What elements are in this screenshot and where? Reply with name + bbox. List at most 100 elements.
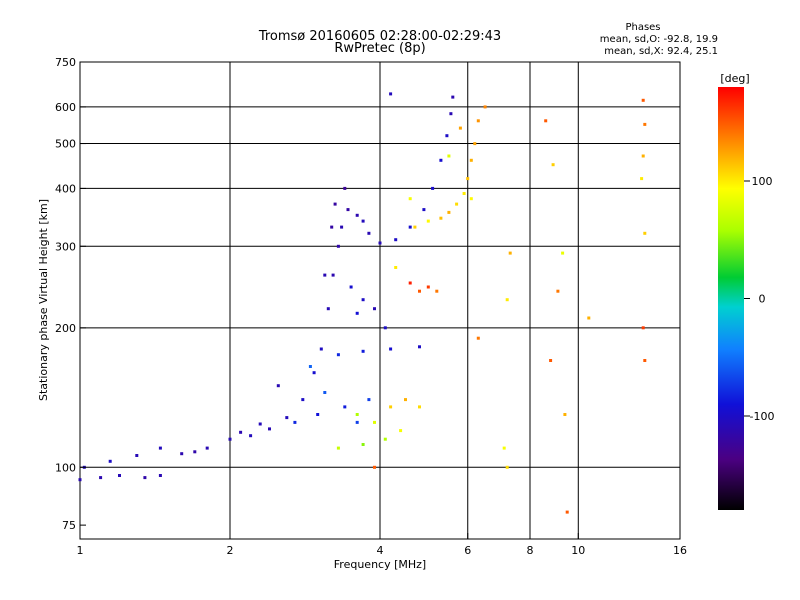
- data-point: [336, 244, 340, 248]
- data-point: [641, 326, 645, 330]
- colorbar-tick-label: 100: [752, 175, 773, 188]
- data-point: [343, 405, 347, 409]
- data-points: [78, 92, 647, 514]
- data-point: [435, 289, 439, 293]
- data-point: [331, 273, 335, 277]
- x-axis: 1 2 4 6 8 10 16: [77, 533, 687, 557]
- data-point: [285, 416, 289, 420]
- y-tick-label: 300: [55, 240, 76, 253]
- data-point: [418, 405, 421, 409]
- data-point: [587, 316, 591, 320]
- colorbar-tick-label: 0: [759, 293, 766, 306]
- data-point: [355, 213, 359, 217]
- data-point: [447, 154, 451, 158]
- data-point: [383, 326, 387, 330]
- data-point: [308, 365, 312, 368]
- data-point: [399, 429, 403, 433]
- x-tick-label: 10: [571, 544, 585, 557]
- data-point: [239, 430, 243, 434]
- data-point: [473, 142, 477, 146]
- colorbar-ticks: 100 0 -100: [744, 175, 774, 423]
- data-point: [641, 154, 645, 158]
- data-point: [228, 437, 232, 441]
- x-tick-label: 1: [77, 544, 84, 557]
- data-point: [641, 98, 645, 102]
- data-point: [455, 202, 459, 206]
- data-point: [565, 510, 569, 514]
- data-point: [408, 225, 412, 229]
- data-point: [336, 446, 340, 450]
- colorbar-tick-label: -100: [750, 410, 775, 423]
- data-point: [408, 281, 412, 285]
- data-point: [418, 289, 421, 293]
- data-point: [439, 216, 443, 220]
- data-point: [301, 398, 305, 402]
- data-point: [78, 478, 82, 482]
- x-tick-label: 16: [673, 544, 687, 557]
- grid-lines: [80, 62, 680, 539]
- data-point: [469, 197, 473, 201]
- data-point: [355, 413, 359, 416]
- data-point: [349, 285, 353, 289]
- data-point: [394, 266, 398, 269]
- data-point: [99, 476, 103, 480]
- data-point: [643, 359, 647, 362]
- y-tick-label: 200: [55, 322, 76, 335]
- y-tick-label: 500: [55, 138, 76, 151]
- data-point: [343, 186, 347, 190]
- data-point: [373, 420, 376, 424]
- data-point: [193, 450, 197, 454]
- y-tick-label: 75: [62, 519, 76, 532]
- data-point: [505, 298, 509, 302]
- y-tick-label: 400: [55, 182, 76, 195]
- data-point: [408, 197, 412, 201]
- data-point: [389, 405, 393, 409]
- data-point: [293, 420, 297, 424]
- data-point: [483, 105, 487, 109]
- data-point: [336, 353, 340, 357]
- phase-stats-title: Phases: [625, 22, 660, 33]
- data-point: [361, 298, 365, 302]
- data-point: [373, 307, 376, 311]
- data-point: [643, 231, 647, 235]
- data-point: [426, 219, 430, 223]
- data-point: [361, 443, 365, 446]
- y-tick-label: 100: [55, 461, 76, 474]
- phase-stats-o: mean, sd,O: -92.8, 19.9: [600, 34, 718, 45]
- data-point: [556, 289, 560, 293]
- data-point: [158, 446, 162, 450]
- data-point: [205, 446, 209, 450]
- data-point: [431, 186, 435, 190]
- y-axis-label: Stationary phase Virtual Height [km]: [37, 199, 50, 401]
- data-point: [333, 202, 337, 206]
- data-point: [373, 465, 376, 469]
- data-point: [640, 177, 644, 181]
- data-point: [449, 112, 453, 116]
- chart-title: Tromsø 20160605 02:28:00-02:29:43: [258, 29, 501, 44]
- x-tick-label: 6: [464, 544, 471, 557]
- data-point: [316, 413, 320, 416]
- data-point: [378, 241, 382, 245]
- data-point: [361, 349, 365, 353]
- data-point: [469, 158, 473, 162]
- data-point: [249, 434, 253, 438]
- chart-subtitle: RwPretec (8p): [334, 41, 425, 56]
- data-point: [180, 452, 184, 456]
- data-point: [466, 177, 470, 181]
- data-point: [418, 345, 421, 349]
- data-point: [404, 398, 407, 402]
- data-point: [476, 119, 480, 123]
- data-point: [413, 225, 417, 229]
- data-point: [462, 192, 466, 195]
- data-point: [346, 208, 350, 212]
- data-point: [319, 347, 323, 351]
- y-tick-label: 750: [55, 56, 76, 69]
- data-point: [108, 459, 112, 463]
- y-tick-label: 600: [55, 101, 76, 114]
- phase-stats-x: mean, sd,X: 92.4, 25.1: [604, 46, 718, 57]
- data-point: [422, 208, 426, 212]
- data-point: [551, 163, 555, 167]
- colorbar-label: [deg]: [720, 72, 749, 85]
- data-point: [258, 422, 262, 426]
- data-point: [561, 251, 565, 255]
